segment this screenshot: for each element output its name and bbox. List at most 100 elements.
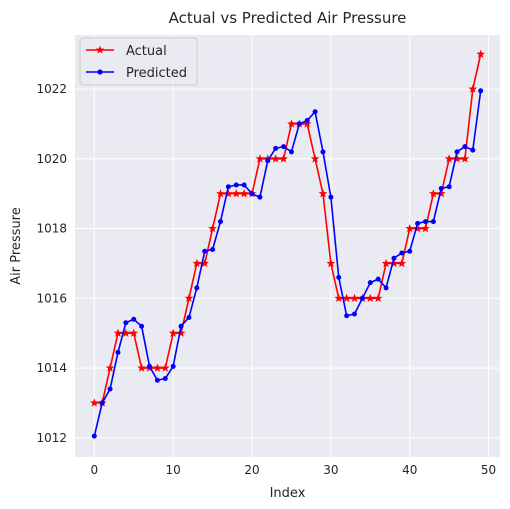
data-point-predicted: [210, 246, 216, 252]
data-point-actual: [350, 293, 359, 303]
data-point-actual: [460, 154, 470, 163]
x-axis-label: Index: [270, 486, 306, 501]
data-point-actual: [468, 84, 478, 93]
data-point-predicted: [123, 320, 129, 326]
data-point-predicted: [225, 184, 231, 190]
data-point-predicted: [320, 149, 326, 155]
data-point-actual: [129, 328, 139, 337]
data-point-predicted: [99, 400, 105, 406]
data-point-actual: [121, 328, 131, 337]
series-predicted: [91, 88, 484, 439]
x-tick-label: 30: [323, 463, 338, 477]
data-point-actual: [168, 328, 178, 337]
data-point-predicted: [107, 386, 113, 392]
data-point-actual: [334, 293, 344, 303]
data-point-actual: [397, 258, 407, 268]
data-point-predicted: [154, 377, 160, 383]
data-point-actual: [405, 223, 415, 233]
data-point-predicted: [328, 194, 334, 200]
data-point-predicted: [359, 295, 365, 301]
data-point-actual: [192, 258, 202, 268]
data-point-predicted: [115, 349, 121, 355]
data-point-actual: [365, 293, 375, 303]
data-point-predicted: [265, 158, 271, 164]
data-point-predicted: [454, 149, 460, 155]
data-point-predicted: [415, 220, 421, 226]
y-tick-label: 1014: [36, 361, 67, 375]
data-point-actual: [373, 293, 383, 303]
data-point-predicted: [304, 117, 310, 123]
data-point-actual: [429, 189, 438, 198]
data-point-actual: [302, 119, 312, 128]
data-point-actual: [113, 328, 123, 337]
data-point-predicted: [352, 311, 358, 317]
data-point-actual: [310, 154, 320, 163]
data-point-actual: [452, 154, 462, 163]
x-tick-label: 0: [90, 463, 98, 477]
data-point-actual: [476, 49, 486, 58]
data-point-predicted: [478, 88, 484, 94]
data-point-predicted: [383, 285, 389, 291]
legend: Actual Predicted: [79, 37, 198, 86]
data-point-predicted: [344, 313, 350, 319]
x-tick-label: 40: [402, 463, 417, 477]
data-point-predicted: [147, 363, 153, 369]
data-point-predicted: [139, 323, 145, 329]
data-point-predicted: [91, 433, 97, 439]
data-point-predicted: [312, 109, 318, 115]
data-point-actual: [436, 189, 446, 198]
data-point-predicted: [249, 191, 255, 197]
data-point-predicted: [399, 250, 405, 256]
data-point-predicted: [430, 219, 436, 225]
data-point-predicted: [131, 316, 137, 322]
data-point-predicted: [273, 145, 279, 151]
data-point-predicted: [375, 276, 381, 282]
y-tick-label: 1020: [36, 152, 67, 166]
data-point-actual: [89, 398, 99, 407]
x-tick-label: 20: [244, 463, 259, 477]
data-point-predicted: [241, 182, 247, 188]
x-tick-label: 10: [166, 463, 181, 477]
data-point-predicted: [281, 144, 287, 150]
legend-actual-star-icon: [95, 45, 105, 54]
data-point-predicted: [391, 255, 397, 261]
data-point-predicted: [170, 363, 176, 369]
data-point-actual: [381, 258, 391, 268]
data-point-predicted: [257, 194, 263, 200]
data-point-actual: [200, 258, 210, 268]
data-point-predicted: [194, 285, 200, 291]
data-point-actual: [271, 154, 281, 163]
data-point-actual: [223, 189, 233, 198]
data-point-actual: [318, 189, 328, 198]
data-point-predicted: [422, 219, 428, 225]
plot-area: [75, 35, 500, 457]
y-tick-label: 1012: [36, 431, 67, 445]
data-point-predicted: [178, 323, 184, 329]
data-point-actual: [184, 293, 194, 303]
data-point-predicted: [438, 185, 444, 191]
data-point-actual: [326, 258, 336, 268]
data-point-predicted: [336, 274, 342, 280]
data-point-actual: [421, 223, 430, 233]
data-point-actual: [153, 363, 162, 372]
data-point-actual: [239, 189, 249, 198]
data-point-actual: [413, 223, 422, 233]
data-point-predicted: [233, 182, 239, 188]
y-tick-label: 1018: [36, 222, 67, 236]
data-point-actual: [160, 363, 170, 372]
data-point-actual: [389, 258, 399, 268]
data-point-actual: [231, 189, 241, 198]
data-point-actual: [287, 119, 296, 128]
data-point-predicted: [217, 219, 223, 225]
chart-title: Actual vs Predicted Air Pressure: [169, 9, 407, 27]
data-point-predicted: [162, 376, 168, 382]
data-point-predicted: [288, 149, 294, 155]
legend-predicted-dot-icon: [97, 69, 103, 75]
data-point-predicted: [202, 248, 208, 254]
data-point-actual: [208, 223, 217, 233]
data-point-actual: [255, 154, 265, 163]
data-point-predicted: [446, 184, 452, 190]
series-layer: [89, 49, 486, 439]
data-point-predicted: [367, 280, 373, 286]
